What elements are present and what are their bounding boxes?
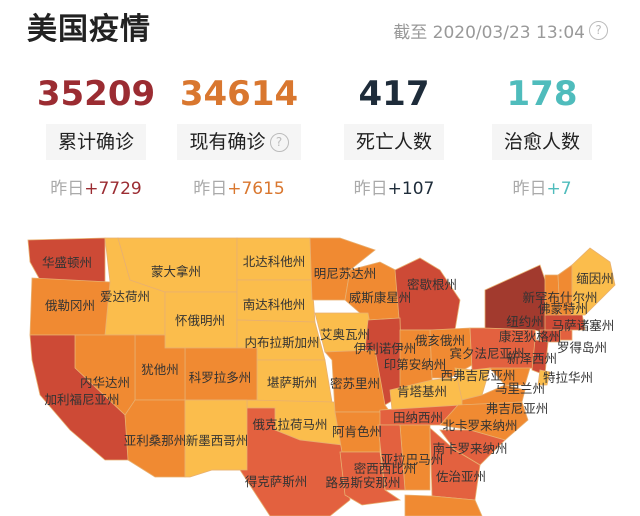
state-region[interactable]	[377, 424, 406, 491]
state-region[interactable]	[489, 367, 531, 386]
stat-label-text: 累计确诊	[57, 131, 134, 153]
stat-value: 178	[506, 74, 578, 114]
yesterday-change: 昨日+7	[477, 174, 607, 199]
state-region[interactable]	[454, 367, 491, 401]
stat-value: 417	[358, 74, 430, 114]
page-title: 美国疫情	[27, 12, 151, 47]
state-label: 肯塔基州	[397, 384, 447, 399]
yesterday-delta: +7615	[227, 179, 285, 199]
yesterday-prefix: 昨日	[50, 179, 85, 199]
state-label: 印第安纳州	[384, 357, 447, 372]
state-label: 堪萨斯州	[267, 375, 317, 390]
state-label: 威斯康星州	[349, 290, 412, 305]
stat-value: 35209	[36, 74, 156, 114]
state-region[interactable]	[439, 429, 506, 466]
state-label: 亚拉巴马州	[381, 452, 444, 467]
state-label: 俄克拉荷马州	[252, 417, 327, 432]
state-label: 佐治亚州	[436, 469, 486, 484]
stat-label: 累计确诊	[45, 124, 146, 160]
state-label: 南达科他州	[243, 297, 306, 312]
stat-card[interactable]: 34614 现有确诊? 昨日+7615	[174, 72, 304, 199]
stat-card[interactable]: 417 死亡人数 昨日+107	[329, 72, 459, 199]
state-label: 艾奥瓦州	[320, 327, 370, 342]
state-label: 新罕布什尔州	[522, 290, 597, 305]
state-label: 蒙大拿州	[151, 264, 201, 279]
state-label: 内布拉斯加州	[244, 335, 319, 350]
yesterday-delta: +7	[546, 179, 572, 199]
state-label: 明尼苏达州	[314, 266, 377, 281]
state-label: 密歇根州	[407, 277, 457, 292]
state-label: 亚利桑那州	[124, 433, 187, 448]
state-label: 田纳西州	[393, 410, 443, 425]
state-label: 路易斯安那州	[325, 475, 400, 490]
state-label: 新墨西哥州	[186, 433, 249, 448]
state-label: 马里兰州	[495, 381, 545, 396]
state-label: 伊利诺伊州	[354, 341, 417, 356]
state-label: 缅因州	[576, 271, 614, 286]
state-region[interactable]	[429, 427, 481, 501]
stat-value: 34614	[179, 74, 299, 114]
state-label: 弗吉尼亚州	[486, 401, 549, 416]
state-label: 内华达州	[80, 375, 130, 390]
question-circle-icon[interactable]: ?	[589, 21, 608, 40]
state-label: 北达科他州	[243, 254, 306, 269]
state-label: 新泽西州	[507, 351, 557, 366]
state-label: 纽约州	[506, 314, 544, 329]
stat-card[interactable]: 178 治愈人数 昨日+7	[477, 72, 607, 199]
state-label: 密西西比州	[354, 461, 417, 476]
yesterday-change: 昨日+7615	[174, 174, 304, 199]
question-circle-icon[interactable]: ?	[269, 132, 289, 152]
yesterday-change: 昨日+7729	[31, 174, 161, 199]
state-label: 康涅狄格州	[499, 329, 562, 344]
stat-label-text: 现有确诊	[189, 131, 266, 153]
yesterday-prefix: 昨日	[193, 179, 228, 199]
state-region[interactable]	[537, 369, 551, 386]
stat-label: 死亡人数	[343, 124, 444, 160]
state-label: 华盛顿州	[42, 255, 92, 270]
state-label: 罗得岛州	[557, 340, 607, 355]
state-label: 犹他州	[141, 362, 179, 377]
stat-label: 治愈人数	[491, 124, 592, 160]
state-label: 西弗吉尼亚州	[440, 368, 515, 383]
state-label: 北卡罗来纳州	[442, 418, 517, 433]
state-label: 科罗拉多州	[189, 370, 252, 385]
state-label: 得克萨斯州	[245, 474, 308, 489]
stat-card[interactable]: 35209 累计确诊 昨日+7729	[31, 72, 161, 199]
as-of-text: 截至 2020/03/23 13:04	[393, 23, 585, 43]
state-label: 加利福尼亚州	[44, 392, 119, 407]
state-region[interactable]	[29, 334, 131, 461]
state-region[interactable]	[339, 451, 402, 506]
state-region[interactable]	[184, 399, 248, 478]
state-label: 爱达荷州	[100, 289, 150, 304]
stat-label: 现有确诊?	[177, 124, 301, 160]
yesterday-delta: +7729	[84, 179, 142, 199]
stat-label-text: 治愈人数	[503, 131, 580, 153]
yesterday-change: 昨日+107	[329, 174, 459, 199]
state-region[interactable]	[404, 494, 483, 516]
state-label: 阿肯色州	[332, 424, 382, 439]
state-label: 南卡罗来纳州	[432, 441, 507, 456]
stat-label-text: 死亡人数	[355, 131, 432, 153]
state-label: 佛蒙特州	[538, 301, 588, 316]
yesterday-prefix: 昨日	[353, 179, 388, 199]
state-label: 宾夕法尼亚州	[449, 346, 524, 361]
state-label: 俄亥俄州	[415, 333, 465, 348]
yesterday-prefix: 昨日	[512, 179, 547, 199]
state-label: 俄勒冈州	[45, 298, 95, 313]
state-label: 特拉华州	[543, 370, 593, 385]
state-region[interactable]	[571, 247, 616, 316]
state-label: 密苏里州	[330, 376, 380, 391]
state-label: 怀俄明州	[175, 313, 225, 328]
state-label: 马萨诸塞州	[552, 318, 615, 333]
update-time: 截至 2020/03/23 13:04 ?	[393, 18, 608, 43]
yesterday-delta: +107	[387, 179, 435, 199]
